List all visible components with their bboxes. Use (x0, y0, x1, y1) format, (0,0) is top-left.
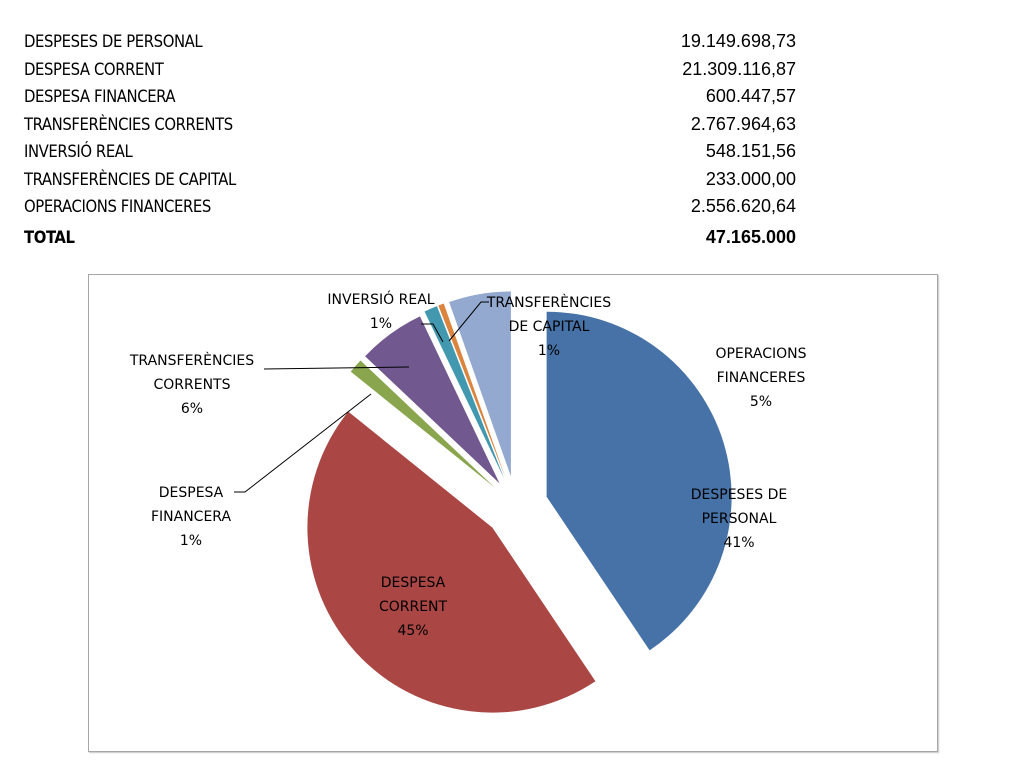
table-row: OPERACIONS FINANCERES 2.556.620,64 (24, 193, 796, 221)
table-row: DESPESA FINANCERA 600.447,57 (24, 83, 796, 111)
total-value: 47.165.000 (705, 226, 796, 247)
total-row: TOTAL 47.165.000 (24, 224, 796, 252)
pie-slice-inversio-real (424, 306, 505, 479)
table-row: TRANSFERÈNCIES CORRENTS 2.767.964,63 (24, 111, 796, 139)
row-label: DESPESA FINANCERA (24, 87, 176, 106)
pie-slice-despeses-de-personal (546, 311, 732, 651)
table-row: DESPESA CORRENT 21.309.116,87 (24, 56, 796, 84)
leader-line-despesa-financera (234, 393, 372, 493)
pie-slice-despesa-financera (350, 360, 495, 488)
pie-chart: DESPESES DE PERSONAL 41% DESPESA CORRENT 45% D… (129, 290, 807, 713)
table-row: INVERSIÓ REAL 548.151,56 (24, 138, 796, 166)
row-value: 19.149.698,73 (680, 31, 796, 51)
leader-line-transferencies-corrents (263, 366, 410, 370)
table-row: TRANSFERÈNCIES DE CAPITAL 233.000,00 (24, 166, 796, 194)
leader-line-transferencies-de-capital (448, 301, 489, 342)
row-value: 21.309.116,87 (682, 58, 796, 79)
pie-slice-operacions-financeres (449, 291, 511, 477)
row-value: 2.556.620,64 (690, 196, 796, 216)
pie-slice-transferencies-de-capital (438, 303, 506, 478)
data-label-operacions-financeres: OPERACIONS FINANCERES 5% (715, 346, 806, 410)
leader-line-inversio-real (421, 323, 444, 343)
table-row: DESPESES DE PERSONAL 19.149.698,73 (24, 28, 796, 56)
total-label: TOTAL (24, 227, 75, 247)
row-label: TRANSFERÈNCIES DE CAPITAL (24, 169, 236, 189)
data-label-despesa-corrent: DESPESA CORRENT 45% (379, 575, 448, 639)
pie-slice-transferencies-corrents (365, 316, 500, 484)
row-value: 600.447,57 (705, 86, 796, 106)
row-label: TRANSFERÈNCIES CORRENTS (24, 114, 233, 134)
pie-chart-frame: DESPESES DE PERSONAL 41% DESPESA CORRENT 45% D… (88, 274, 938, 752)
budget-table: DESPESES DE PERSONAL 19.149.698,73 DESPE… (24, 28, 796, 251)
row-label: DESPESES DE PERSONAL (24, 32, 203, 51)
data-label-despeses-de-personal: DESPESES DE PERSONAL 41% (691, 487, 788, 551)
row-label: DESPESA CORRENT (24, 59, 164, 79)
row-value: 548.151,56 (705, 141, 796, 161)
row-value: 233.000,00 (705, 168, 796, 189)
row-label: OPERACIONS FINANCERES (24, 197, 211, 216)
data-label-transferencies-de-capital: TRANSFERÈNCIES DE CAPITAL 1% (486, 294, 611, 359)
data-label-transferencies-corrents: TRANSFERÈNCIES CORRENTS 6% (129, 352, 254, 417)
data-label-despesa-financera: DESPESA FINANCERA 1% (151, 485, 231, 549)
row-label: INVERSIÓ REAL (24, 142, 133, 161)
data-label-inversio-real: INVERSIÓ REAL 1% (327, 290, 434, 332)
row-value: 2.767.964,63 (690, 113, 796, 134)
pie-slice-despesa-corrent (307, 411, 596, 713)
